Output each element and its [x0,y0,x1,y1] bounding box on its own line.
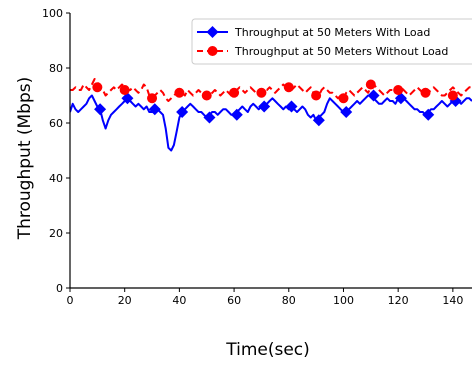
y-axis-title: Throughput (Mbps) [15,77,35,241]
series-layer [70,78,472,152]
series-1-marker-7 [283,82,294,93]
legend-marker-with-load [206,26,219,38]
series-1-marker-10 [365,79,376,90]
series-0-marker-10 [367,89,380,102]
y-tick-label-2: 40 [49,172,63,185]
x-tick-label-1: 20 [118,294,132,307]
legend-box [191,18,472,65]
y-tick-label-0: 0 [56,282,63,295]
series-1-marker-3 [174,87,185,98]
series-0-marker-11 [394,92,407,105]
series-line-0 [70,94,472,152]
series-line-1 [70,78,472,102]
series-1-marker-5 [229,87,240,98]
x-tick-label-2: 40 [172,294,186,307]
x-tick-label-5: 100 [333,294,354,307]
x-tick-label-7: 140 [442,294,463,307]
y-tick-label-1: 20 [49,227,63,240]
series-0-marker-2 [148,103,161,116]
y-tick-label-3: 60 [49,117,63,130]
series-0-marker-1 [121,92,134,105]
x-axis-title: Time(sec) [225,340,310,360]
x-tick-label-3: 60 [227,294,241,307]
series-1-marker-9 [338,93,349,104]
series-0-marker-12 [422,108,435,121]
series-0-marker-0 [94,103,107,116]
ticks-layer: 0 20 40 60 80 100 0 20 40 60 80 100 120 140 [42,7,463,307]
legend-label-with-load: Throughput at 50 Meters With Load [234,26,430,39]
series-1-marker-13 [447,90,458,101]
y-tick-label-5: 100 [42,7,63,20]
series-1-marker-4 [201,90,212,101]
axes-layer [69,13,472,289]
legend-label-without-load: Throughput at 50 Meters Without Load [234,45,448,58]
series-0-marker-6 [258,100,271,113]
series-0-marker-5 [230,108,243,121]
series-1-marker-2 [147,93,158,104]
x-tick-label-6: 120 [388,294,409,307]
series-1-marker-1 [119,85,130,95]
series-0-marker-3 [176,106,189,118]
series-1-marker-6 [256,87,267,98]
y-tick-label-4: 80 [49,62,63,75]
series-1-marker-11 [393,85,404,95]
series-1-marker-0 [92,82,103,93]
x-tick-label-0: 0 [67,294,74,307]
legend-marker-without-load [207,46,218,56]
x-tick-label-4: 80 [282,294,296,307]
legend: Throughput at 50 Meters With Load Throug… [191,18,472,65]
series-1-marker-12 [420,87,431,98]
series-1-marker-8 [311,90,322,101]
series-0-marker-7 [285,100,298,113]
series-0-marker-8 [312,114,325,127]
series-0-marker-4 [203,111,216,124]
series-0-marker-9 [340,106,353,118]
